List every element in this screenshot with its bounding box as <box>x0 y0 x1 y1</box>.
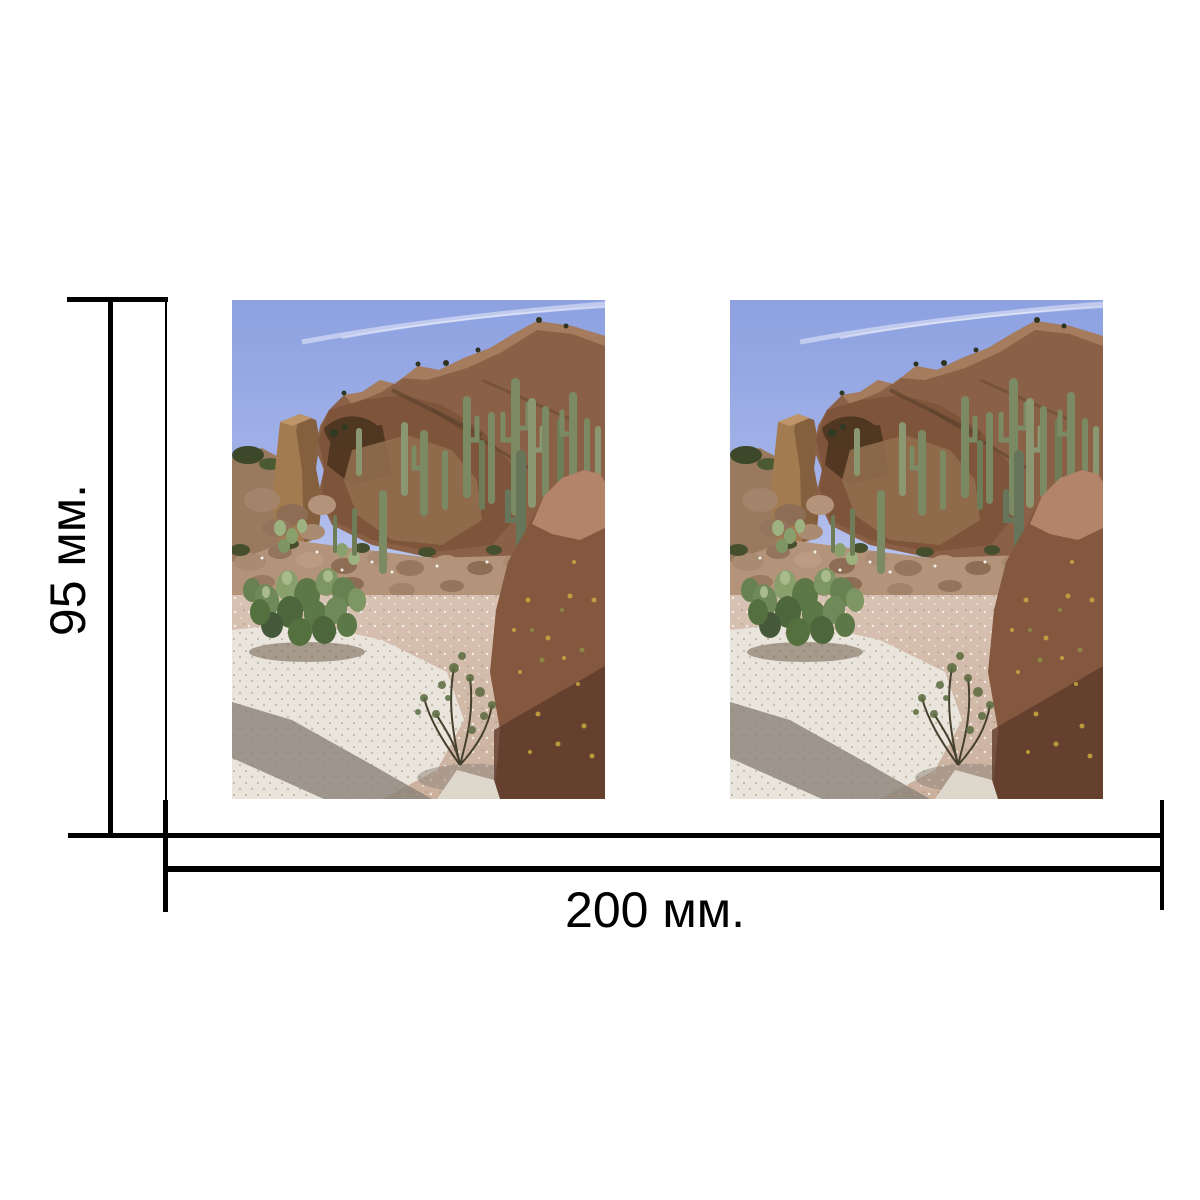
desert-photo-right <box>730 300 1103 799</box>
baseline <box>68 833 1164 838</box>
vertical-dimension-line <box>108 297 113 838</box>
horizontal-dimension-left-cap <box>163 800 168 912</box>
width-dimension-label: 200 мм. <box>565 882 745 938</box>
left-extension-line <box>165 300 167 833</box>
horizontal-dimension-line <box>163 866 1164 872</box>
vertical-dimension-top-cap <box>67 297 168 302</box>
desert-photo-left <box>232 300 605 799</box>
horizontal-dimension-right-cap <box>1160 800 1164 910</box>
height-dimension-label: 95 мм. <box>40 483 96 637</box>
